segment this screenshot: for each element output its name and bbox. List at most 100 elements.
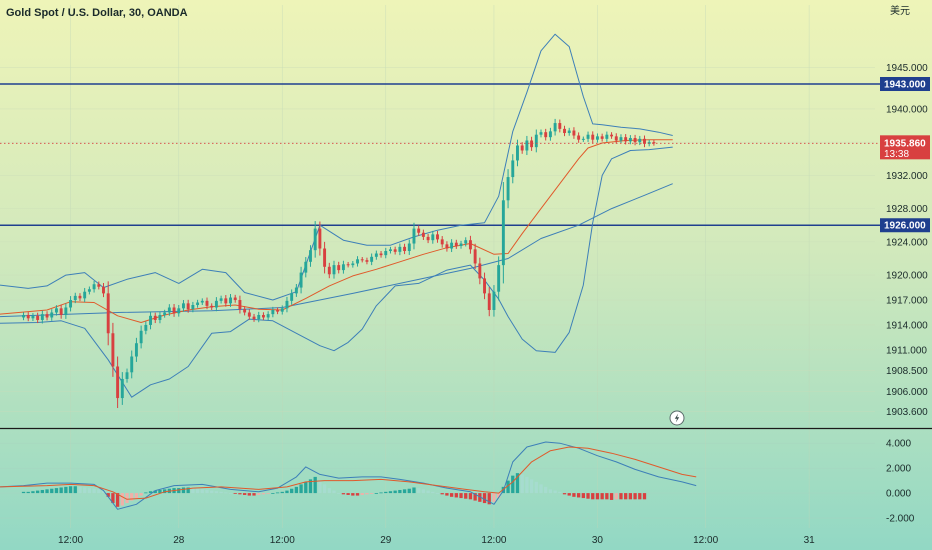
candle-body: [304, 261, 308, 273]
macd-histogram-bar: [487, 493, 491, 505]
macd-histogram-bar: [478, 493, 482, 502]
candle-body: [87, 289, 91, 292]
candle-body: [356, 259, 359, 264]
candle-body: [379, 253, 383, 256]
price-tick-label: 1932.000: [886, 171, 928, 182]
macd-histogram-bar: [365, 493, 369, 495]
candle-body: [539, 132, 543, 135]
candle-body: [243, 309, 247, 313]
macd-histogram-bar: [318, 480, 322, 494]
candle-body: [318, 228, 322, 249]
candle-body: [497, 265, 501, 292]
macd-histogram-bar: [591, 493, 595, 500]
candle-body: [483, 278, 487, 294]
candle-body: [417, 228, 421, 233]
macd-axis[interactable]: 4.000 2.000 0.000 -2.000: [886, 439, 915, 525]
candle-body: [294, 287, 298, 294]
macd-histogram-bar: [31, 491, 35, 494]
candle-body: [520, 145, 524, 151]
macd-histogram-bar: [511, 475, 515, 494]
candle-body: [102, 286, 105, 294]
macd-histogram-bar: [529, 479, 534, 494]
macd-histogram-bar: [558, 491, 562, 494]
macd-histogram-bar: [642, 493, 647, 500]
candle-body: [219, 298, 223, 301]
price-tick-label: 1920.000: [886, 271, 928, 282]
macd-histogram-bar: [181, 487, 186, 494]
time-tick-label: 29: [380, 535, 392, 546]
candle-body: [22, 314, 25, 318]
macd-tick-label: 0.000: [886, 489, 911, 500]
macd-histogram-bar: [624, 493, 628, 500]
macd-histogram-bar: [482, 493, 487, 504]
candle-body: [365, 260, 369, 262]
candle-body: [384, 251, 388, 256]
macd-histogram-bar: [600, 493, 604, 500]
macd-histogram-bar: [125, 493, 129, 504]
macd-histogram-bar: [59, 487, 63, 494]
candle-body: [525, 140, 529, 151]
candle-body: [624, 137, 628, 142]
macd-histogram-bar: [407, 488, 411, 494]
horizontal-lines[interactable]: 1943.000 1926.000: [0, 77, 930, 233]
macd-histogram-bar: [130, 493, 134, 501]
macd-histogram-bar: [605, 493, 609, 500]
candle-body: [577, 135, 581, 140]
candle-body: [59, 308, 63, 315]
candle-body: [247, 312, 251, 317]
horizontal-line-tag: [880, 218, 930, 233]
candle-body: [436, 234, 439, 240]
candle-body: [407, 243, 411, 252]
candle-body: [398, 246, 402, 252]
candle-body: [182, 303, 185, 309]
macd-histogram-bar: [473, 493, 477, 501]
time-axis[interactable]: 12:00 28 12:00 29 12:00 30 12:00 31: [58, 535, 815, 546]
macd-histogram-bar: [139, 493, 143, 496]
candle-body: [163, 312, 167, 315]
candle-body: [45, 314, 49, 318]
current-price-label: 1935.860: [884, 138, 926, 149]
candle-body: [36, 315, 40, 320]
macd-histogram-bar: [228, 493, 233, 494]
candle-body: [233, 297, 237, 301]
macd-histogram-bar: [355, 493, 360, 496]
candle-body: [464, 240, 468, 244]
current-price-box: [880, 135, 930, 160]
macd-histogram-bar: [374, 493, 378, 494]
macd-histogram-bar: [341, 493, 346, 495]
candle-body: [196, 302, 200, 306]
candle-body: [548, 131, 552, 138]
macd-histogram-bar: [92, 488, 96, 494]
macd-histogram-bar: [388, 491, 393, 494]
candle-body: [172, 307, 176, 314]
macd-histogram-bar: [144, 492, 148, 494]
candle-body: [50, 312, 54, 318]
macd-histogram-bar: [35, 490, 40, 494]
price-tick-label: 1924.000: [886, 237, 928, 248]
macd-histogram-bar: [252, 493, 256, 496]
macd-histogram-bar: [299, 484, 303, 494]
macd-histogram-bar: [87, 488, 92, 494]
macd-histogram-bar: [64, 486, 68, 494]
candle-body: [633, 138, 637, 143]
macd-histogram-bar: [322, 484, 327, 494]
price-tick-label: 1903.600: [886, 407, 928, 418]
candle-body: [468, 240, 472, 250]
macd-histogram-bar: [233, 493, 237, 494]
candle-body: [558, 123, 562, 129]
candle-body: [69, 300, 73, 308]
time-tick-label: 12:00: [693, 535, 718, 546]
candle-body: [290, 293, 294, 301]
macd-histogram-bar: [73, 486, 77, 494]
candle-body: [116, 366, 120, 399]
price-tick-label: 1945.000: [886, 63, 928, 74]
price-tick-label: 1911.000: [886, 345, 927, 356]
candle-body: [553, 123, 557, 132]
lightning-icon[interactable]: [669, 410, 685, 426]
macd-histogram-bar: [586, 493, 590, 499]
macd-histogram-bar: [544, 486, 548, 494]
macd-tick-label: 2.000: [886, 464, 911, 475]
candle-body: [111, 333, 115, 367]
